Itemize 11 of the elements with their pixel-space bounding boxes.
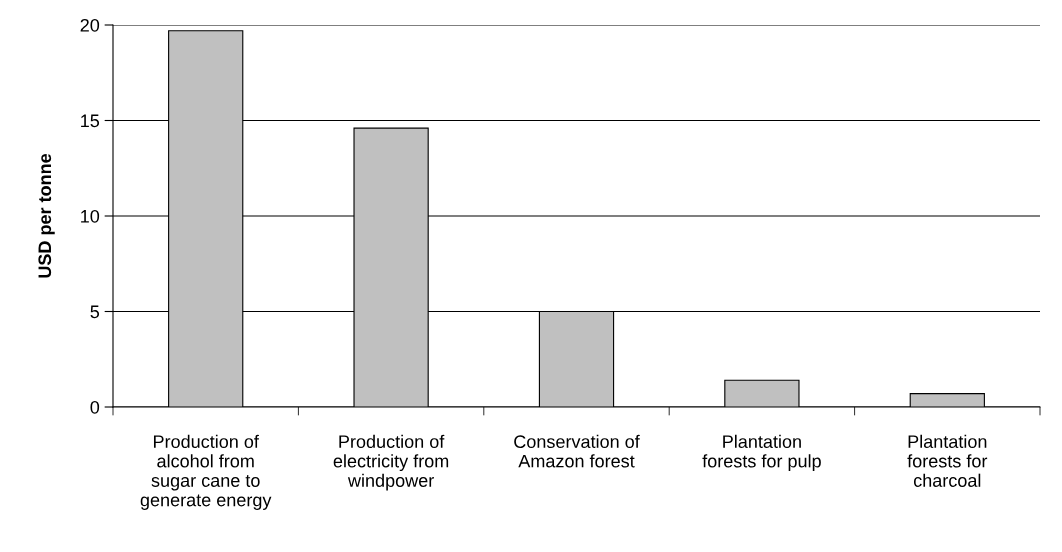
y-tick-label: 15	[81, 114, 100, 128]
y-tick-label: 10	[81, 209, 100, 223]
x-tick-label: Plantation forests for charcoal	[907, 434, 988, 487]
y-axis-title: USD per tonne	[38, 153, 55, 278]
x-tick-label: Conservation of Amazon forest	[514, 434, 640, 468]
x-tick-label: Production of electricity from windpower	[333, 434, 449, 491]
y-tick-label: 20	[80, 18, 100, 32]
x-tick-label: Plantation forests for pulp	[702, 434, 821, 472]
x-tick-label: Production of alcohol from sugar cane to generate energy	[140, 434, 272, 510]
y-tick-label: 5	[90, 305, 100, 319]
y-tick-label: 0	[90, 400, 100, 414]
